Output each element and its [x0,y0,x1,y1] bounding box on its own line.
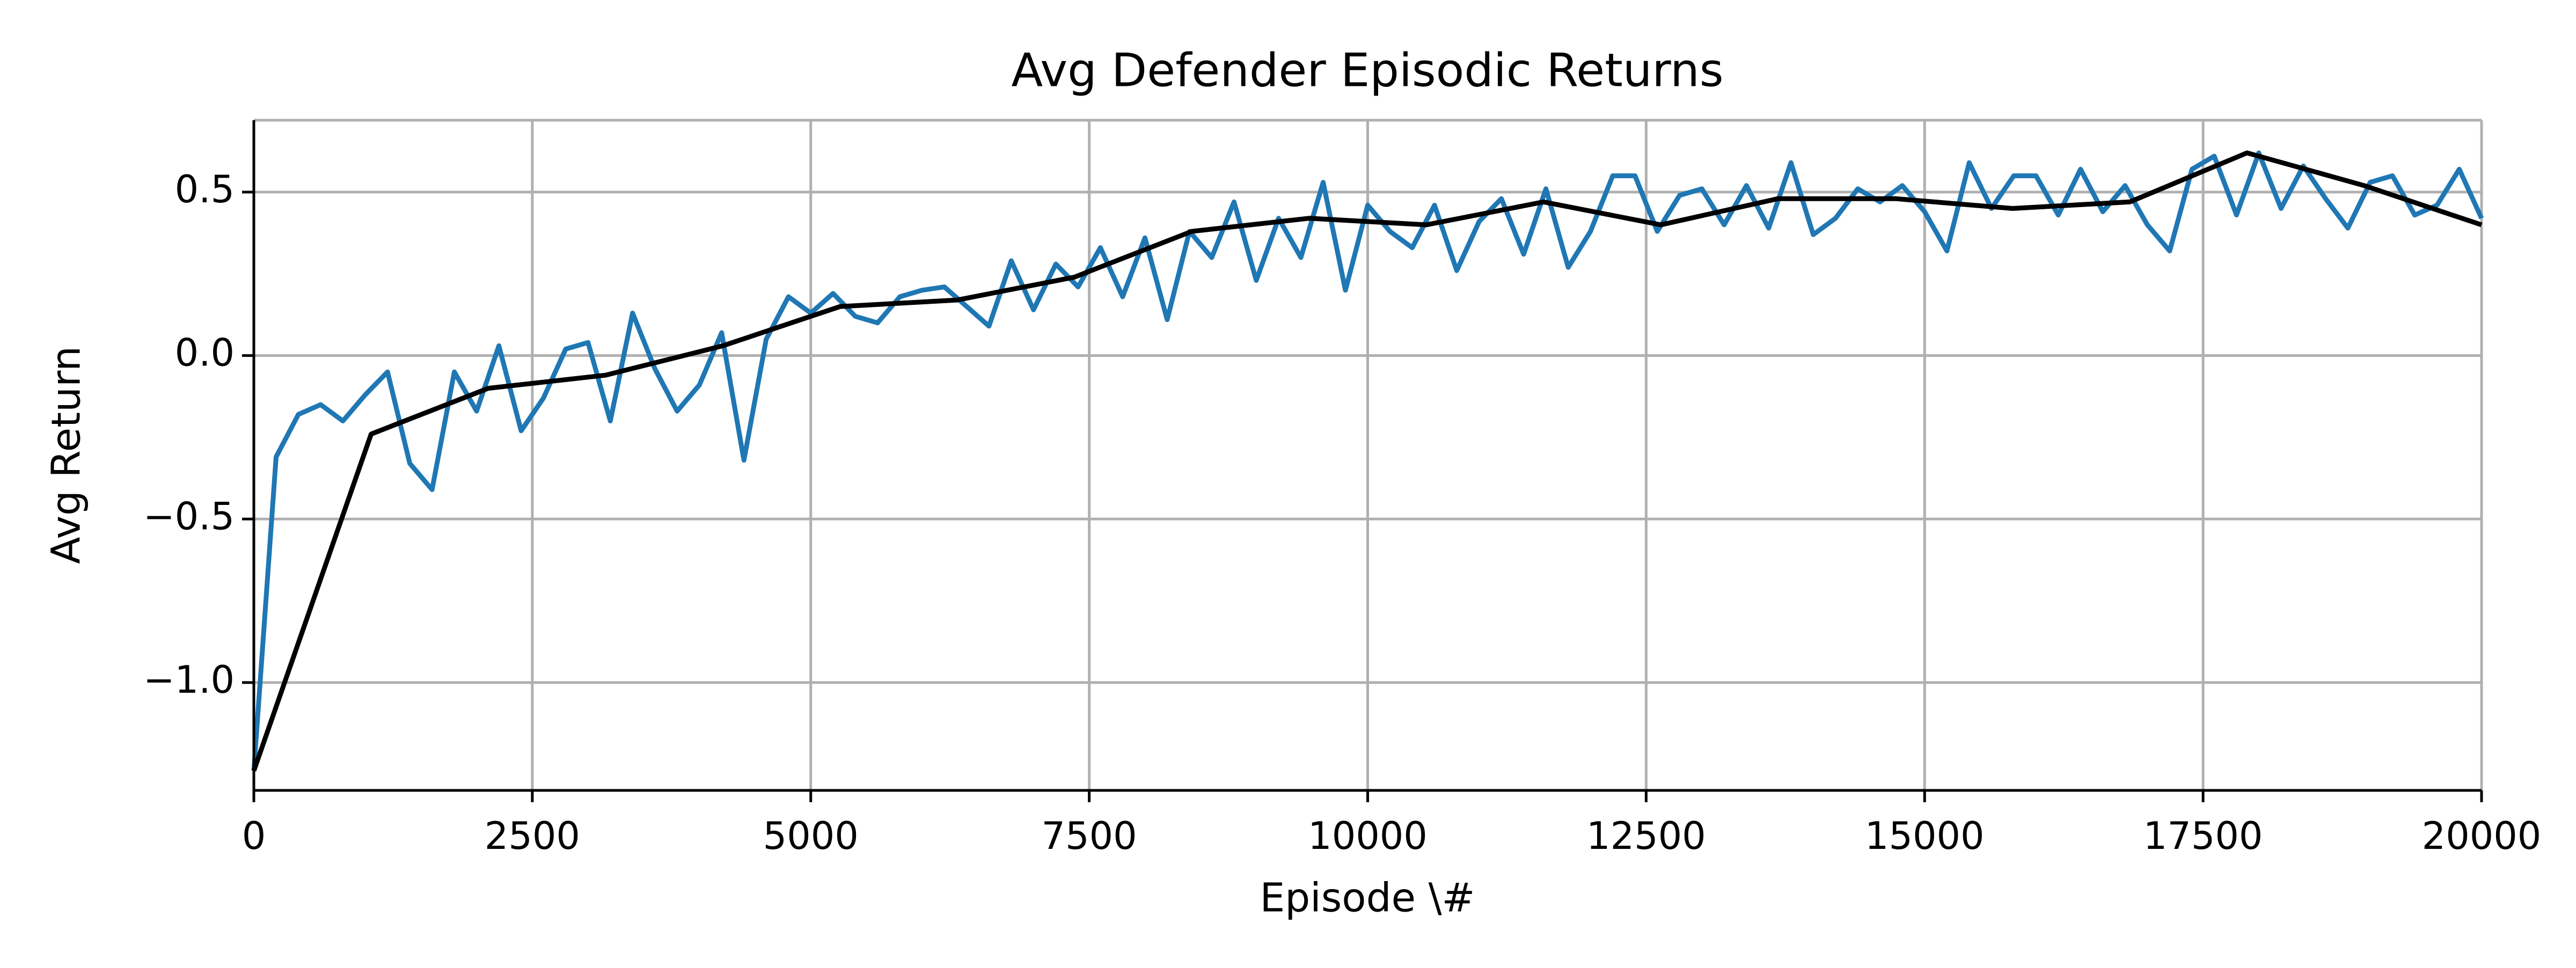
x-tick-label: 12500 [1586,814,1706,858]
y-tick-label: 0.0 [175,331,235,375]
chart-title: Avg Defender Episodic Returns [1011,43,1723,97]
x-tick-label: 2500 [485,814,580,858]
x-tick-label: 15000 [1865,814,1985,858]
y-tick-label: 0.5 [175,167,235,211]
x-tick-label: 5000 [763,814,859,858]
x-tick-label: 7500 [1042,814,1137,858]
y-tick-label: −0.5 [143,494,235,538]
x-tick-label: 20000 [2422,814,2542,858]
x-axis-label: Episode \# [1260,875,1475,921]
data-line [251,150,2483,772]
x-tick-label: 17500 [2143,814,2263,858]
y-tick-label: −1.0 [143,658,235,702]
x-tick-label: 10000 [1308,814,1428,858]
x-tick-label: 0 [242,814,266,858]
y-axis-label: Avg Return [43,346,90,564]
